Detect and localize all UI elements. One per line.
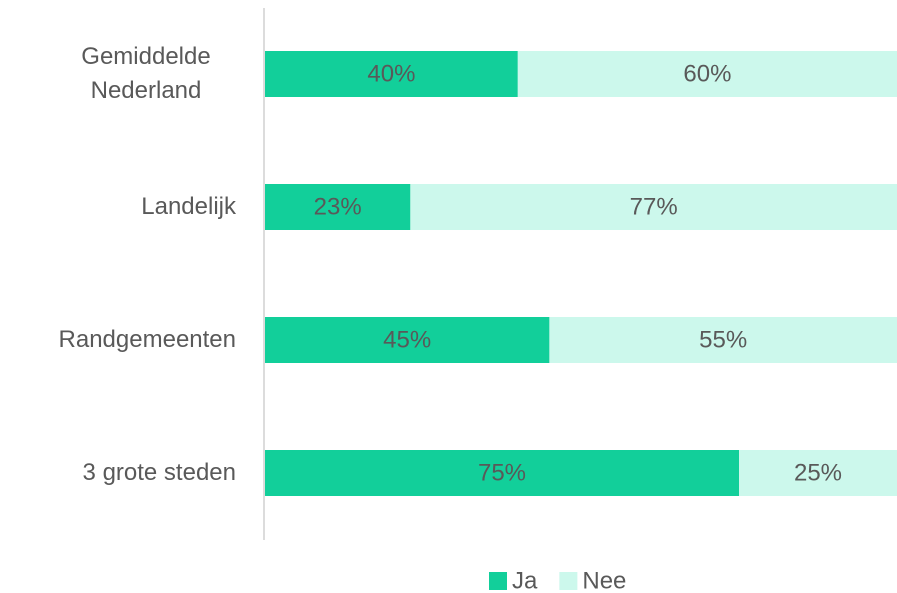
bar-segment: [517, 51, 897, 97]
data-label: 23%: [314, 193, 362, 220]
data-label: 40%: [367, 60, 415, 87]
legend-label: Nee: [582, 567, 626, 593]
bar-segment: [265, 317, 550, 363]
bar-segment: [410, 184, 897, 230]
data-label: 75%: [478, 459, 526, 486]
bar-segment: [265, 51, 518, 97]
data-label: 77%: [630, 193, 678, 220]
bar-segment: [549, 317, 897, 363]
bar-segment: [739, 450, 897, 496]
category-label: Gemiddelde Nederland: [81, 43, 211, 104]
data-label: 25%: [794, 459, 842, 486]
legend-label: Ja: [512, 567, 538, 593]
data-label: 45%: [383, 326, 431, 353]
legend-swatch: [559, 572, 578, 590]
category-label: Landelijk: [141, 193, 236, 220]
legend-swatch: [489, 572, 507, 590]
category-label: 3 grote steden: [82, 459, 236, 486]
data-label: 60%: [683, 60, 731, 87]
bar-segment: [265, 184, 411, 230]
category-label: Randgemeenten: [58, 326, 236, 353]
data-label: 55%: [699, 326, 747, 353]
bar-segment: [265, 450, 739, 496]
